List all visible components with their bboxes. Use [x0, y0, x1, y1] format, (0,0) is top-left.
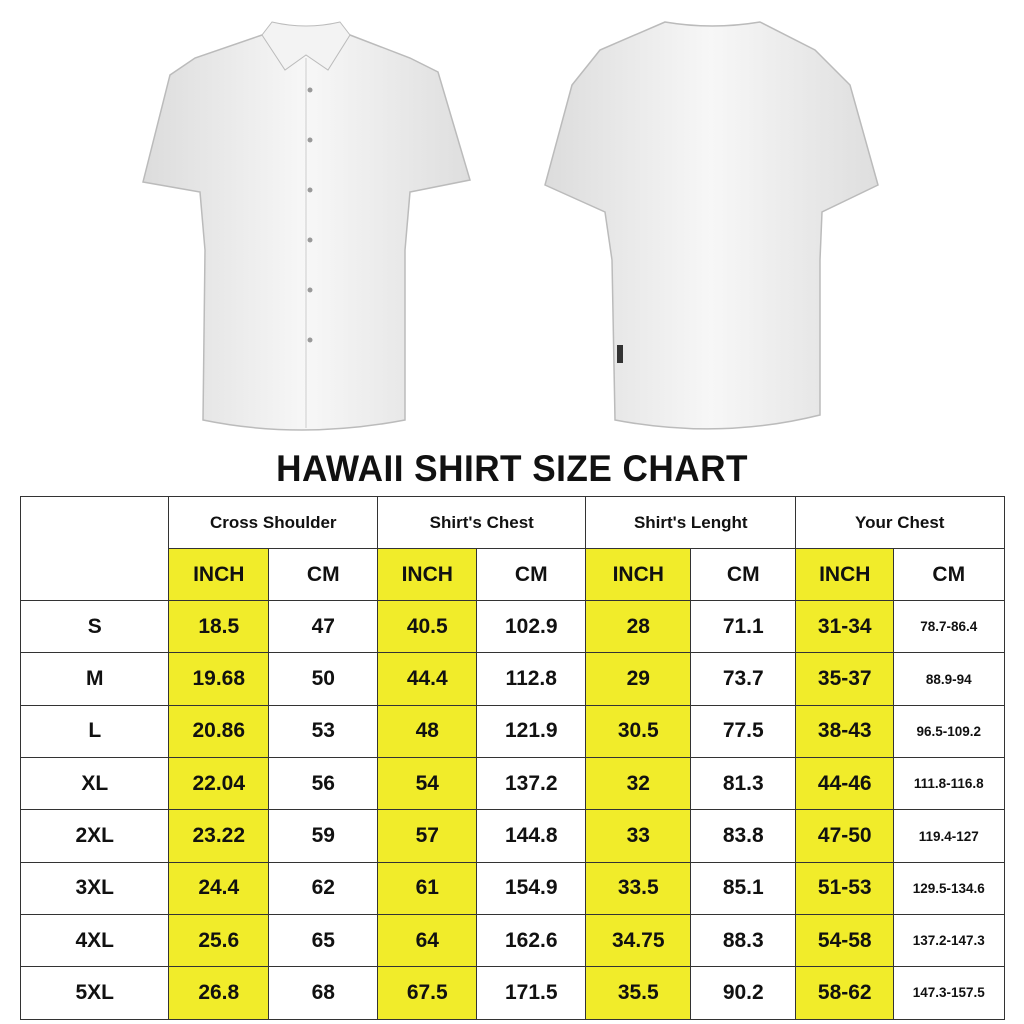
table-cell: 44-46 [795, 756, 895, 811]
table-cell: 48 [377, 704, 478, 759]
table-cell: 147.3-157.5 [893, 966, 1005, 1020]
table-cell: 22.04 [168, 756, 270, 811]
table-cell: 144.8 [476, 809, 587, 863]
table-cell: 71.1 [690, 600, 797, 654]
table-cell: 40.5 [377, 600, 478, 654]
table-cell: 29 [585, 652, 692, 707]
table-cell: 154.9 [476, 861, 587, 916]
table-cell: 35-37 [795, 652, 895, 707]
unit-header-cm: CM [690, 548, 797, 602]
table-cell: 35.5 [585, 966, 692, 1020]
table-cell: 32 [585, 756, 692, 811]
table-cell: 34.75 [585, 913, 692, 968]
table-cell: 57 [377, 809, 478, 863]
table-cell: 88.3 [690, 913, 797, 968]
group-header: Your Chest [795, 496, 1005, 550]
unit-header-inch: INCH [585, 548, 692, 602]
table-cell: 58-62 [795, 966, 895, 1020]
table-cell: 31-34 [795, 600, 895, 654]
size-label: M [20, 652, 170, 707]
table-cell: 25.6 [168, 913, 270, 968]
table-cell: 90.2 [690, 966, 797, 1020]
table-cell: 47-50 [795, 809, 895, 863]
table-cell: 73.7 [690, 652, 797, 707]
unit-header-inch: INCH [168, 548, 270, 602]
table-cell: 64 [377, 913, 478, 968]
table-cell: 59 [268, 809, 379, 863]
table-cell: 38-43 [795, 704, 895, 759]
table-cell: 62 [268, 861, 379, 916]
table-cell: 20.86 [168, 704, 270, 759]
table-cell: 112.8 [476, 652, 587, 707]
table-cell: 162.6 [476, 913, 587, 968]
table-cell: 18.5 [168, 600, 270, 654]
table-cell: 96.5-109.2 [893, 704, 1005, 759]
unit-header-cm: CM [268, 548, 379, 602]
group-header: Shirt's Chest [377, 496, 587, 550]
table-cell: 26.8 [168, 966, 270, 1020]
table-cell: 33 [585, 809, 692, 863]
group-header: Cross Shoulder [168, 496, 379, 550]
table-cell: 81.3 [690, 756, 797, 811]
table-cell: 54 [377, 756, 478, 811]
table-cell: 85.1 [690, 861, 797, 916]
table-cell: 28 [585, 600, 692, 654]
table-cell: 171.5 [476, 966, 587, 1020]
table-cell: 65 [268, 913, 379, 968]
table-cell: 102.9 [476, 600, 587, 654]
size-label: 5XL [20, 966, 170, 1020]
table-cell: 61 [377, 861, 478, 916]
size-label: 3XL [20, 861, 170, 916]
table-cell: 50 [268, 652, 379, 707]
size-label: 2XL [20, 809, 170, 863]
table-cell: 77.5 [690, 704, 797, 759]
table-cell: 121.9 [476, 704, 587, 759]
table-cell: 137.2-147.3 [893, 913, 1005, 968]
table-cell: 56 [268, 756, 379, 811]
table-cell: 33.5 [585, 861, 692, 916]
table-cell: 67.5 [377, 966, 478, 1020]
size-label: S [20, 600, 170, 654]
table-cell: 83.8 [690, 809, 797, 863]
group-header: Shirt's Lenght [585, 496, 797, 550]
shirt-front-icon [142, 21, 471, 431]
table-cell: 30.5 [585, 704, 692, 759]
size-label: L [20, 704, 170, 759]
table-cell: 68 [268, 966, 379, 1020]
size-label: XL [20, 756, 170, 811]
unit-header-cm: CM [893, 548, 1005, 602]
table-cell: 23.22 [168, 809, 270, 863]
unit-header-cm: CM [476, 548, 587, 602]
shirt-images [142, 21, 879, 431]
size-table: Cross Shoulder INCH CM Shirt's Chest INCH CM S… [20, 496, 1005, 1020]
unit-header-inch: INCH [795, 548, 895, 602]
table-cell: 24.4 [168, 861, 270, 916]
table-cell: 54-58 [795, 913, 895, 968]
table-cell: 111.8-116.8 [893, 756, 1005, 811]
unit-header-inch: INCH [377, 548, 478, 602]
table-cell: 47 [268, 600, 379, 654]
table-cell: 53 [268, 704, 379, 759]
table-cell: 88.9-94 [893, 652, 1005, 707]
table-cell: 137.2 [476, 756, 587, 811]
table-cell: 19.68 [168, 652, 270, 707]
chart-title: HAWAII SHIRT SIZE CHART [276, 448, 748, 489]
table-cell: 78.7-86.4 [893, 600, 1005, 654]
shirt-back-icon [544, 21, 879, 430]
table-cell: 129.5-134.6 [893, 861, 1005, 916]
table-cell: 119.4-127 [893, 809, 1005, 863]
table-cell: 44.4 [377, 652, 478, 707]
size-label: 4XL [20, 913, 170, 968]
corner-cell [20, 496, 170, 602]
table-cell: 51-53 [795, 861, 895, 916]
